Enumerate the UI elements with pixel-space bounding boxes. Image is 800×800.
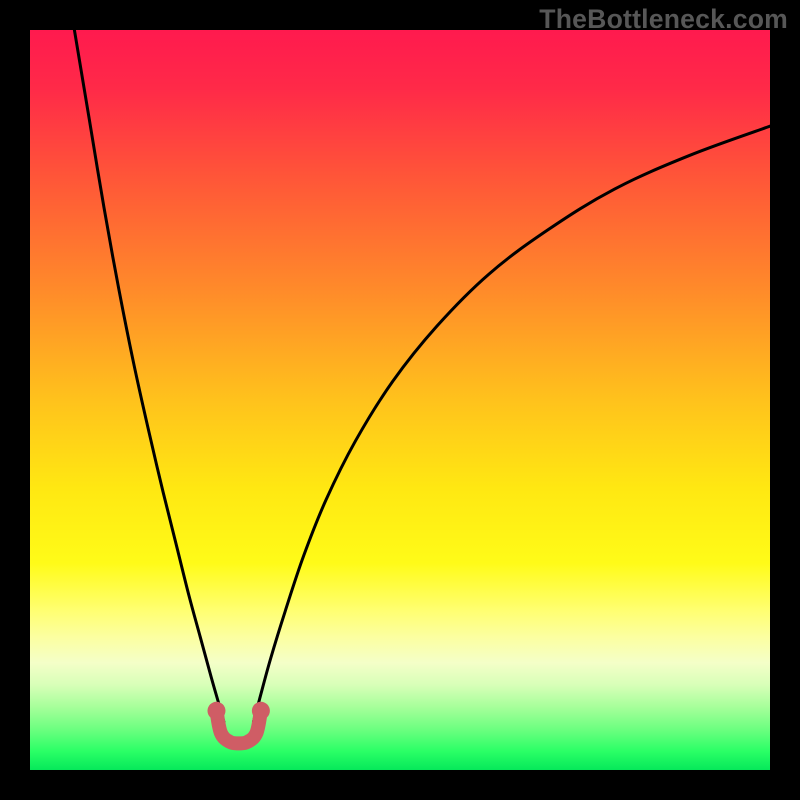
valley-dot-left	[207, 702, 225, 720]
valley-dot-right	[252, 702, 270, 720]
plot-area	[30, 30, 770, 770]
chart-frame: TheBottleneck.com	[0, 0, 800, 800]
watermark-text: TheBottleneck.com	[539, 4, 788, 35]
plot-svg	[30, 30, 770, 770]
